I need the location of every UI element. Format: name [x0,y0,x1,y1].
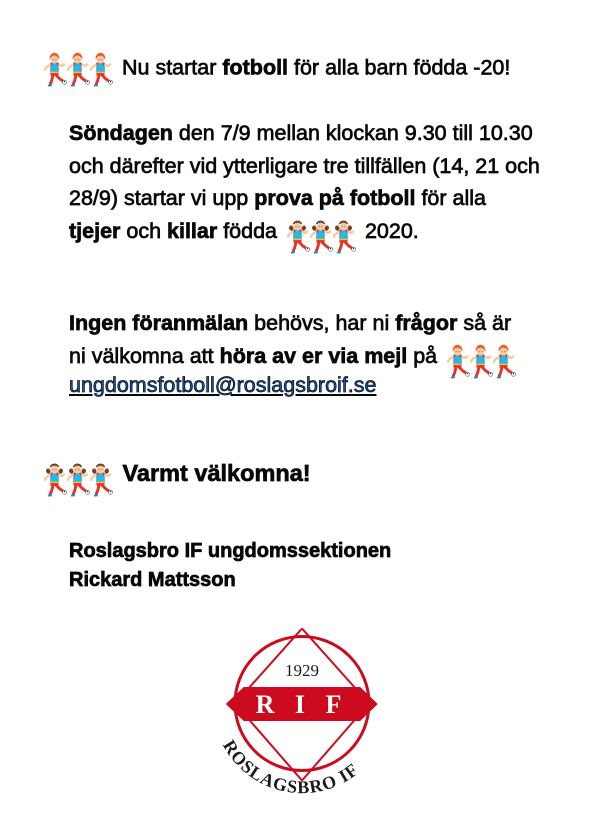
svg-text:1929: 1929 [285,661,319,680]
svg-text:R I F: R I F [256,690,349,719]
